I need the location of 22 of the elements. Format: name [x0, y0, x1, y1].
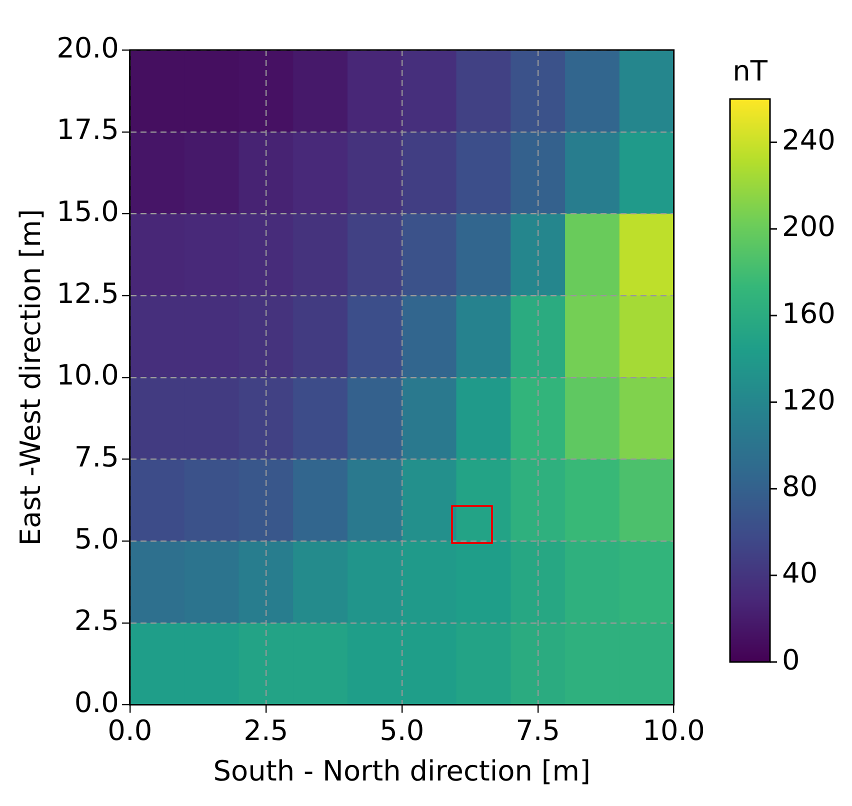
color-bar-label: 200	[782, 210, 836, 244]
x-tick-label: 5.0	[380, 714, 424, 747]
y-tick-label: 7.5	[74, 440, 119, 474]
x-axis-title: South - North direction [m]	[213, 754, 591, 788]
color-bar-label: 80	[782, 470, 818, 504]
y-tick-label: 2.5	[74, 604, 119, 638]
color-bar-label: 120	[782, 383, 836, 416]
color-bar-label: 240	[782, 124, 836, 157]
y-tick-label: 5.0	[74, 522, 119, 556]
y-tick-label: 20.0	[56, 31, 119, 64]
y-tick-label: 12.5	[56, 276, 119, 310]
y-axis-title: East -West direction [m]	[14, 209, 48, 546]
color-bar-label: 160	[782, 296, 836, 330]
color-bar-label: 40	[782, 556, 818, 590]
x-tick-label: 7.5	[516, 714, 560, 747]
color-bar-title: nT	[732, 54, 768, 88]
color-bar-label: 0	[782, 643, 800, 676]
y-tick-label: 10.0	[56, 358, 119, 392]
y-tick-label: 17.5	[56, 113, 119, 146]
x-tick-label: 10.0	[642, 714, 705, 747]
y-tick-label: 15.0	[56, 194, 119, 228]
x-tick-label: 2.5	[244, 714, 288, 747]
